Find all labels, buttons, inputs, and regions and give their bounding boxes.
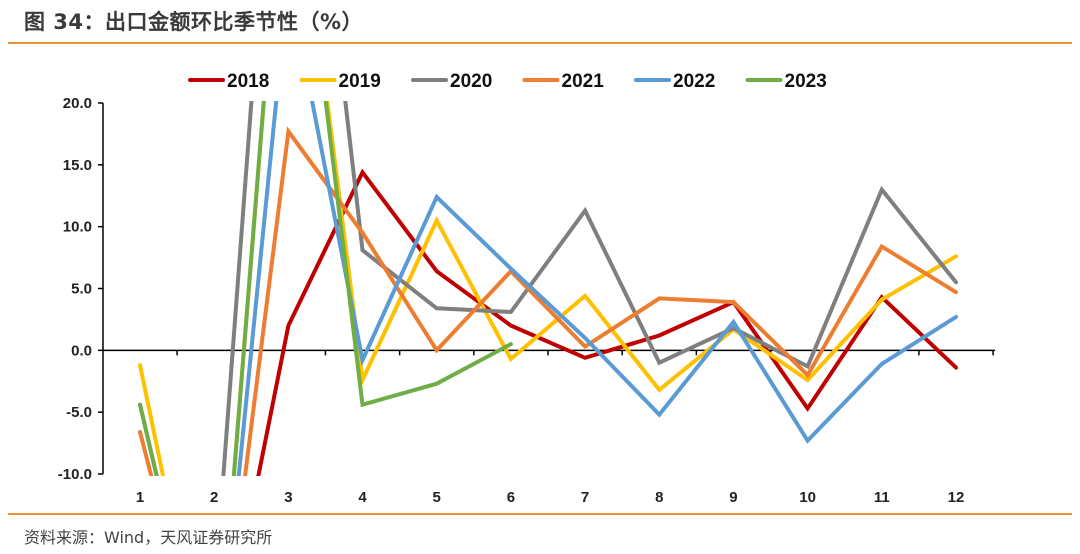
- legend: 2018 2019 2020 2021 2022 2023: [188, 71, 827, 92]
- title-divider: [8, 42, 1072, 44]
- x-tick-label: 2: [210, 489, 218, 506]
- footer-divider: [8, 513, 1072, 515]
- series-line-2022: [138, 101, 958, 476]
- legend-label: 2022: [673, 71, 715, 92]
- x-tick-label: 5: [433, 489, 441, 506]
- y-tick-label: 5.0: [71, 281, 92, 298]
- y-tick-label: 20.0: [63, 95, 92, 112]
- y-tick-label: 0.0: [71, 342, 92, 359]
- legend-label: 2018: [227, 71, 269, 92]
- x-tick-label: 8: [655, 489, 663, 506]
- source-note: 资料来源：Wind，天风证券研究所: [24, 528, 273, 547]
- x-tick-label: 7: [581, 489, 589, 506]
- tick-labels: -10.0-5.00.05.010.015.020.01 2 3 4 5 6 7 8 9 10 11…: [58, 95, 965, 506]
- legend-item-2021[interactable]: 2021: [522, 71, 605, 92]
- legend-item-2022[interactable]: 2022: [634, 71, 715, 92]
- axes: [98, 102, 995, 475]
- x-tick-label: 3: [284, 489, 292, 506]
- x-tick-label: 6: [507, 489, 515, 506]
- series-line-2018: [256, 168, 958, 476]
- y-tick-label: -10.0: [58, 466, 92, 483]
- legend-label: 2021: [562, 71, 605, 92]
- x-tick-label: 9: [729, 489, 737, 506]
- series-line-2020: [221, 101, 958, 476]
- series-line-2019: [138, 101, 958, 476]
- series-lines: [138, 101, 958, 476]
- x-tick-label: 4: [358, 489, 367, 506]
- x-tick-label: 1: [136, 489, 144, 506]
- legend-item-2019[interactable]: 2019: [299, 71, 381, 92]
- legend-item-2023[interactable]: 2023: [745, 71, 827, 92]
- series-line-2021: [138, 126, 958, 476]
- legend-label: 2023: [785, 71, 827, 92]
- y-tick-label: -5.0: [66, 404, 92, 421]
- y-tick-label: 10.0: [63, 219, 92, 236]
- legend-label: 2019: [339, 71, 381, 92]
- legend-item-2020[interactable]: 2020: [411, 71, 492, 92]
- x-tick-label: 12: [948, 489, 965, 506]
- y-tick-label: 15.0: [63, 157, 92, 174]
- chart-title: 图 34：出口金额环比季节性（%）: [24, 10, 364, 34]
- series-line-2023: [138, 101, 513, 476]
- x-tick-label: 11: [874, 489, 890, 506]
- legend-label: 2020: [450, 71, 492, 92]
- legend-item-2018[interactable]: 2018: [188, 71, 269, 92]
- x-tick-label: 10: [799, 489, 816, 506]
